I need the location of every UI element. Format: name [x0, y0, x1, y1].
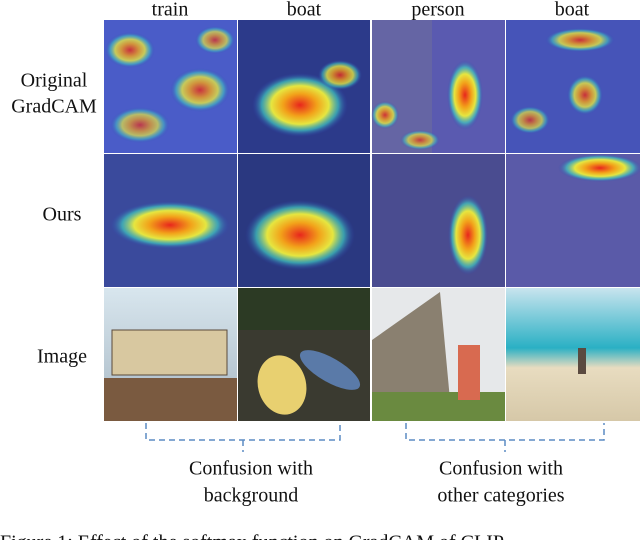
row-label: Original — [21, 70, 88, 92]
row-label: Ours — [43, 204, 82, 226]
group-label: Confusion with — [439, 458, 563, 480]
group-label: background — [204, 485, 298, 507]
caption: Figure 1: Effect of the softmax function… — [0, 532, 504, 540]
bracket — [145, 423, 341, 452]
column-label: train — [152, 0, 189, 21]
column-label: person — [411, 0, 464, 21]
heatmap-row — [104, 20, 640, 153]
column-label: boat — [287, 0, 322, 21]
group-label: other categories — [437, 485, 564, 507]
group-label: Confusion with — [189, 458, 313, 480]
image-row — [104, 288, 640, 421]
row-label: Image — [37, 346, 87, 368]
column-label: boat — [555, 0, 590, 21]
heatmap-row — [104, 154, 640, 287]
row-label: GradCAM — [11, 96, 97, 118]
bracket — [405, 423, 605, 452]
